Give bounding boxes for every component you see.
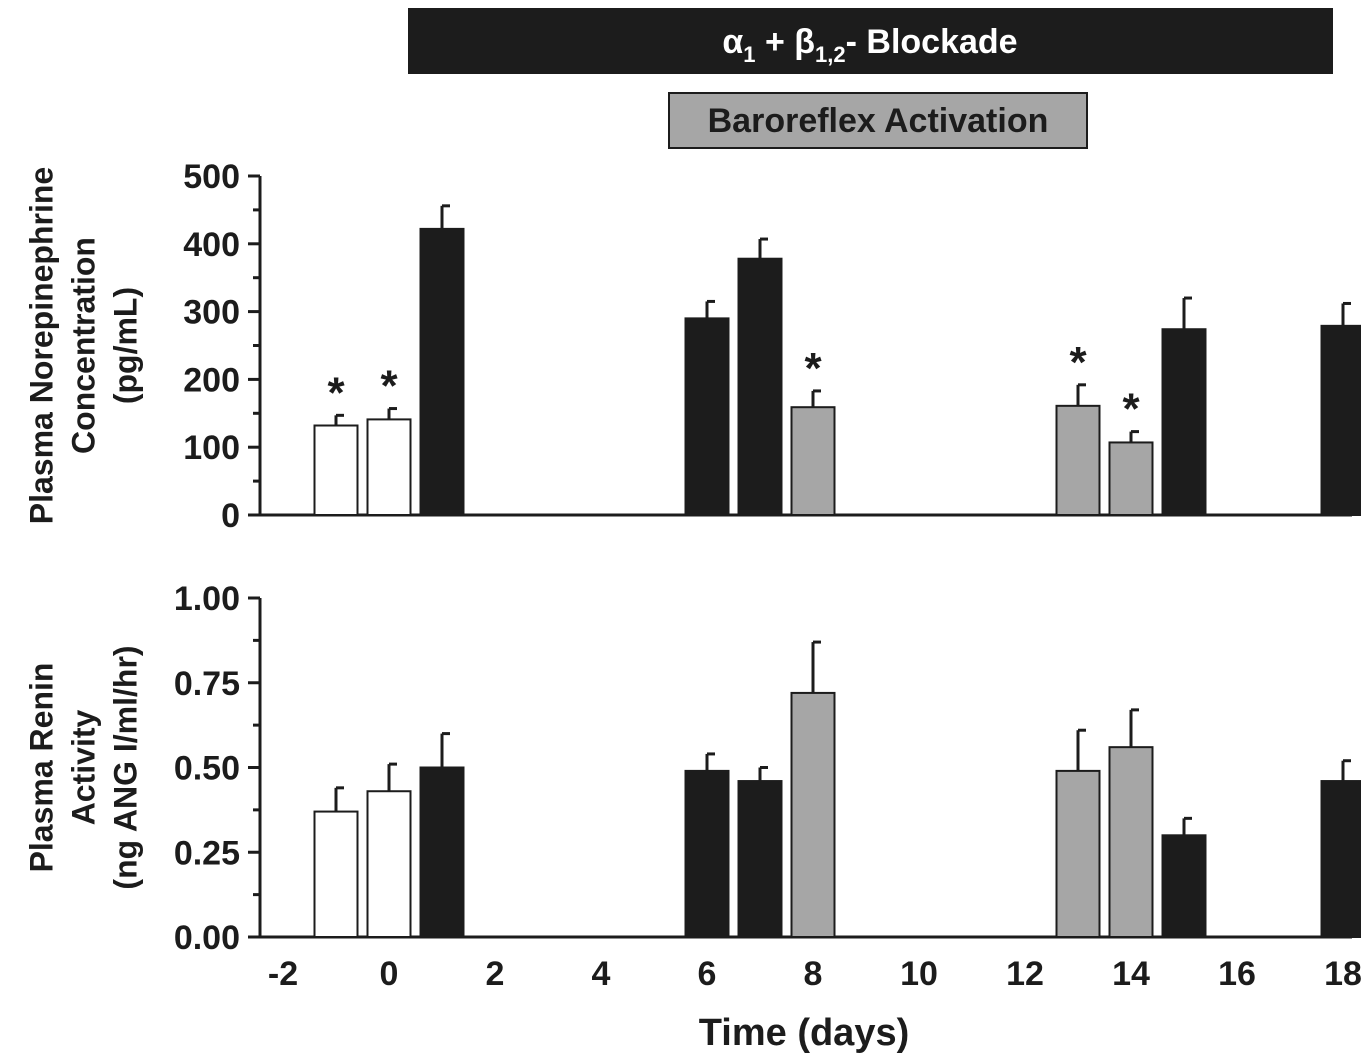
x-tick-label: 8 [804, 955, 823, 993]
y-tick-label: 0.50 [174, 750, 240, 788]
x-tick-label: 2 [486, 955, 505, 993]
x-axis-title: Time (days) [699, 1012, 909, 1054]
significance-star: * [804, 344, 822, 393]
bar-blockade-day-7 [737, 257, 783, 516]
x-tick-label: -2 [268, 955, 298, 993]
y-tick-label: 0.25 [174, 834, 240, 872]
bar-blockade-day-7 [737, 780, 783, 938]
bar-control-day--1 [313, 810, 359, 939]
bar-control-day-0 [366, 790, 412, 938]
bar-blockade-day-15 [1161, 328, 1207, 516]
y-tick-label: 500 [183, 158, 240, 196]
bar-blockade-day-6 [684, 769, 730, 939]
x-tick-label: 6 [698, 955, 717, 993]
bar-baroreflex-day-14 [1108, 746, 1154, 938]
y-axis-title-line: Activity [65, 710, 101, 826]
x-tick-label: 16 [1218, 955, 1256, 993]
y-tick-label: 300 [183, 294, 240, 332]
bar-blockade-day-18 [1320, 780, 1361, 938]
significance-star: * [1069, 338, 1087, 387]
y-tick-label: 1.00 [174, 580, 240, 618]
significance-star: * [327, 368, 345, 417]
renin-activity-panel: 0.00 0.25 0.50 0.75 1.00 Plasma Renin Activity… [23, 580, 1361, 993]
y-axis-title-line: Plasma Renin [23, 663, 59, 873]
x-tick-label: 18 [1324, 955, 1361, 993]
bar-baroreflex-day-14 [1108, 441, 1154, 517]
y-tick-label: 100 [183, 429, 240, 467]
baroreflex-activation-bar [668, 92, 1088, 149]
bar-baroreflex-day-8 [790, 691, 836, 938]
y-tick-label: 400 [183, 226, 240, 264]
norepinephrine-panel: 0 100 200 300 400 500 Plasma Norepinephrine Con… [23, 158, 1361, 535]
x-tick-label: 12 [1006, 955, 1044, 993]
y-tick-label: 0 [221, 497, 240, 535]
bar-control-day-0 [366, 418, 412, 517]
blockade-label: α1 + β1,2- Blockade [722, 23, 1017, 67]
y-tick-label: 200 [183, 361, 240, 399]
y-axis-title-line: (ng ANG I/ml/hr) [107, 645, 143, 889]
bar-control-day--1 [313, 424, 359, 516]
y-tick-label: 0.00 [174, 919, 240, 957]
baroreflex-activation-label: Baroreflex Activation [708, 102, 1049, 140]
x-tick-label: 4 [592, 955, 611, 993]
y-axis-title-line: Plasma Norepinephrine [23, 167, 59, 524]
bar-blockade-day-15 [1161, 834, 1207, 938]
y-tick-label: 0.75 [174, 665, 240, 703]
bar-blockade-day-1 [419, 227, 465, 516]
bar-baroreflex-day-13 [1055, 404, 1101, 517]
blockade-bar [408, 8, 1333, 74]
y-axis-title-line: Concentration [65, 237, 101, 454]
x-tick-label: 14 [1112, 955, 1150, 993]
x-tick-label: 0 [380, 955, 399, 993]
bar-blockade-day-1 [419, 766, 465, 938]
significance-star: * [1122, 385, 1140, 434]
bar-baroreflex-day-8 [790, 406, 836, 516]
bar-blockade-day-18 [1320, 324, 1361, 517]
significance-star: * [380, 362, 398, 411]
bar-blockade-day-6 [684, 317, 730, 516]
x-tick-label: 10 [900, 955, 938, 993]
y-axis-title-line: (pg/mL) [107, 287, 143, 404]
bar-baroreflex-day-13 [1055, 769, 1101, 939]
